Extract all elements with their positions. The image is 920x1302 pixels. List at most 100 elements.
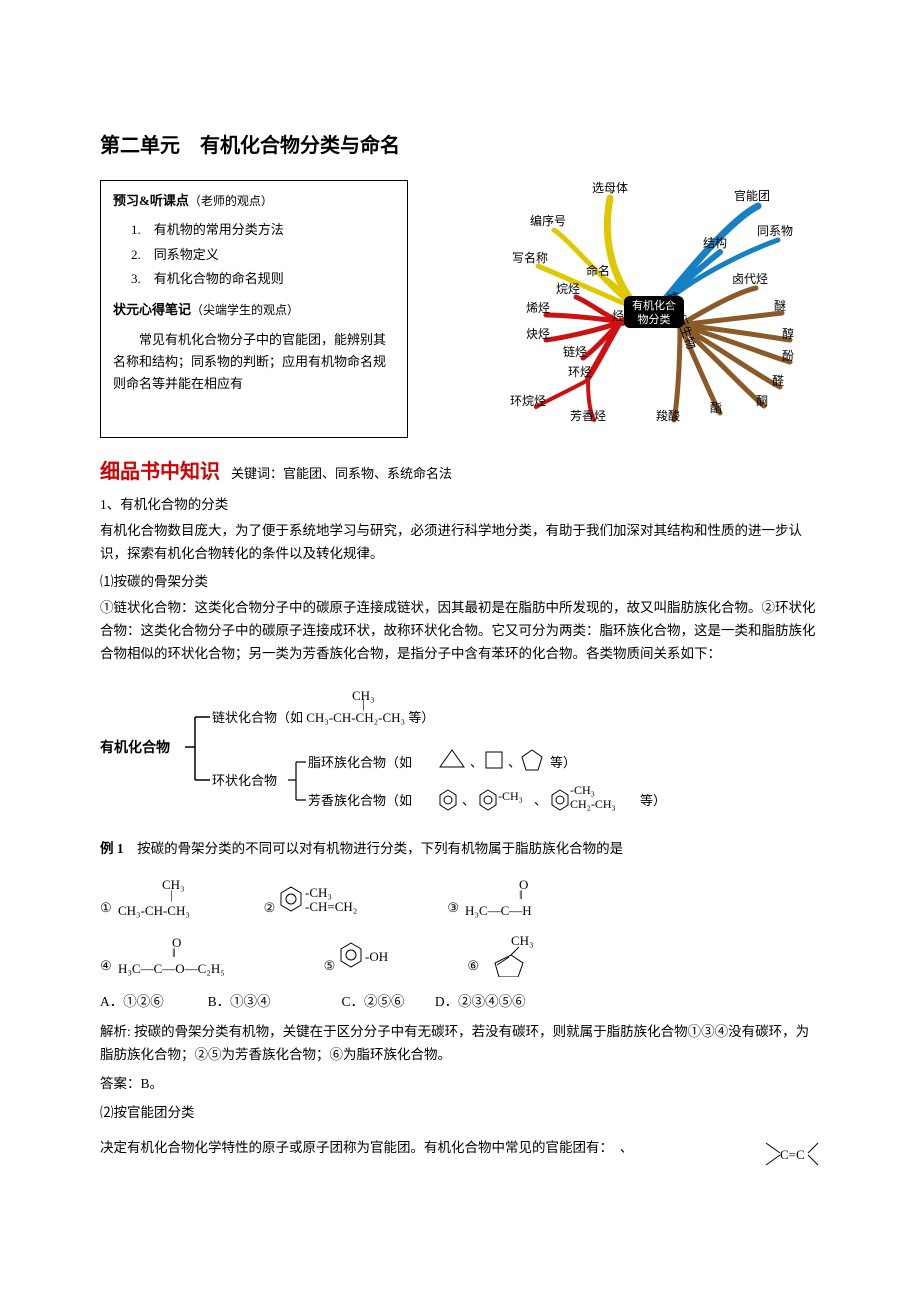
heading1-text: 预习&听课点 — [113, 193, 189, 208]
tree-chain-bar: | — [362, 696, 365, 711]
svg-text:H₃C—C—O—C₂H₅: H₃C—C—O—C₂H₅ — [118, 961, 225, 976]
box-heading-1: 预习&听课点（老师的观点） — [113, 191, 395, 212]
circ-5: ⑤ — [324, 956, 336, 977]
unit-title: 第二单元 有机化合物分类与命名 — [100, 130, 820, 162]
svg-text:结构: 结构 — [703, 235, 727, 250]
tree-ring-a: 脂环族化合物（如 — [308, 755, 412, 770]
svg-text:‖: ‖ — [519, 887, 523, 902]
svg-text:醇: 醇 — [782, 326, 794, 341]
sep: 、 — [470, 755, 483, 770]
tree-ring-b: 芳香族化合物（如 — [308, 793, 412, 808]
formula-1: ① CH₃ | CH₃-CH-CH₃ — [100, 875, 224, 919]
svg-text:炔烃: 炔烃 — [526, 327, 550, 341]
list-item: 1. 有机物的常用分类方法 — [131, 220, 395, 241]
formula-4-svg: O ‖ H₃C—C—O—C₂H₅ — [114, 933, 284, 977]
circ-4: ④ — [100, 956, 112, 977]
heading2-text: 状元心得笔记 — [113, 302, 191, 317]
tree-chain: 链状化合物（如 CH₃-CH-CH₂-CH₃ 等） — [212, 710, 434, 725]
svg-text:写名称: 写名称 — [512, 250, 548, 265]
svg-text:H₃C—C—H: H₃C—C—H — [465, 903, 532, 918]
svg-text:命名: 命名 — [586, 263, 610, 278]
svg-text:烷烃: 烷烃 — [556, 282, 580, 296]
ans-label: 答案： — [100, 1076, 141, 1091]
tree-root: 有机化合物 — [100, 739, 170, 756]
opt-b: B．①③④ — [208, 994, 271, 1009]
svg-text:酯: 酯 — [710, 401, 722, 415]
mindmap-diagram: 有机化合 物分类 选母体编序号写名称命名官能团结构同系物烷烃烯烃炔烃链烃烃环烃环… — [420, 180, 820, 438]
opt-d: D．②③④⑤⑥ — [435, 994, 526, 1009]
mindmap-center-2: 物分类 — [638, 312, 671, 326]
keywords: 关键词：官能团、同系物、系统命名法 — [231, 466, 452, 481]
list-item-text: 同系物定义 — [154, 247, 219, 262]
svg-text:编序号: 编序号 — [530, 213, 566, 228]
heading1-paren: （老师的观点） — [189, 194, 273, 208]
svg-text:|: | — [170, 887, 173, 902]
sep: 、 — [462, 793, 475, 808]
list-item: 3. 有机化合物的命名规则 — [131, 269, 395, 290]
svg-text:C=C: C=C — [780, 1147, 805, 1162]
opt-a: A．①②⑥ — [100, 994, 164, 1009]
example-q: 按碳的骨架分类的不同可以对有机物进行分类，下列有机物属于脂肪族化合物的是 — [137, 841, 623, 856]
tree-ring: 环状化合物 — [212, 773, 277, 788]
p1-head: 1、有机化合物的分类 — [100, 494, 820, 516]
benzene-2 — [480, 790, 496, 810]
p2-head: ⑴按碳的骨架分类 — [100, 571, 820, 593]
top-row: 预习&听课点（老师的观点） 1. 有机物的常用分类方法 2. 同系物定义 3. … — [100, 180, 820, 438]
opt-c: C．②⑤⑥ — [342, 994, 405, 1009]
svg-text:烯烃: 烯烃 — [526, 301, 550, 315]
svg-text:CH₃: CH₃ — [162, 877, 185, 892]
circ-2: ② — [264, 898, 276, 919]
benzene-1 — [440, 790, 456, 810]
circ-1: ① — [100, 898, 112, 919]
benzene-3 — [552, 790, 568, 810]
box-heading-2: 状元心得笔记（尖端学生的观点） — [113, 300, 395, 321]
circ-6: ⑥ — [467, 956, 479, 977]
list-item-text: 有机化合物的命名规则 — [154, 271, 284, 286]
tree-ring-b-end: 等） — [640, 793, 666, 808]
kw-label: 关键词： — [231, 466, 283, 481]
formula-5: ⑤ -OH — [324, 937, 428, 977]
p3: C=C 决定有机化合物化学特性的原子或原子团称为官能团。有机化合物中常见的官能团… — [100, 1137, 820, 1160]
formula-5-svg: -OH — [337, 937, 427, 977]
svg-text:醛: 醛 — [772, 373, 784, 388]
svg-text:-CH₃: -CH₃ — [305, 885, 332, 900]
p1: 有机化合物数目庞大，为了便于系统地学习与研究，必须进行科学地分类，有助于我们加深… — [100, 520, 820, 566]
formula-6: ⑥ CH₃ — [467, 933, 561, 977]
list-item-text: 有机物的常用分类方法 — [154, 222, 284, 237]
answer-options: A．①②⑥ B．①③④ C．②⑤⑥ D．②③④⑤⑥ — [100, 991, 820, 1013]
p2: ①链状化合物：这类化合物分子中的碳原子连接成链状，因其最初是在脂肪中所发现的，故… — [100, 597, 820, 666]
svg-text:CH₃-CH-CH₃: CH₃-CH-CH₃ — [118, 903, 190, 918]
formula-3-svg: O ‖ H₃C—C—H — [461, 875, 571, 919]
tree-svg: 有机化合物 CH₃ | 链状化合物（如 CH₃-CH-CH₂-CH₃ 等） 环状… — [100, 682, 820, 812]
mindmap-container: 有机化合 物分类 选母体编序号写名称命名官能团结构同系物烷烃烯烃炔烃链烃烃环烃环… — [420, 180, 820, 438]
svg-text:同系物: 同系物 — [757, 224, 793, 238]
formula-2-svg: -CH₃ -CH=CH₂ — [277, 875, 407, 919]
formula-row-1: ① CH₃ | CH₃-CH-CH₃ ② -CH₃ -CH=CH₂ ③ O ‖ … — [100, 875, 820, 919]
explain-text: 按碳的骨架分类有机物，关键在于区分分子中有无碳环，若没有碳环，则就属于脂肪族化合… — [100, 1024, 809, 1062]
svg-text:卤代烃: 卤代烃 — [732, 272, 768, 286]
svg-text:-CH=CH₂: -CH=CH₂ — [305, 899, 357, 914]
heading2-paren: （尖端学生的观点） — [191, 303, 299, 317]
svg-text:-OH: -OH — [365, 949, 388, 964]
svg-text:烃: 烃 — [612, 309, 624, 323]
ans-text: B。 — [141, 1076, 164, 1091]
svg-text:芳香烃: 芳香烃 — [570, 409, 606, 423]
svg-text:酚: 酚 — [782, 349, 794, 363]
sep: 、 — [508, 755, 521, 770]
box-para: 常见有机化合物分子中的官能团，能辨别其名称和结构；同系物的判断；应用有机物命名规… — [113, 329, 395, 395]
p3-head: ⑵按官能团分类 — [100, 1102, 820, 1124]
preview-list: 1. 有机物的常用分类方法 2. 同系物定义 3. 有机化合物的命名规则 — [131, 220, 395, 290]
formula-4: ④ O ‖ H₃C—C—O—C₂H₅ — [100, 933, 284, 977]
svg-text:选母体: 选母体 — [592, 181, 628, 195]
formula-row-2: ④ O ‖ H₃C—C—O—C₂H₅ ⑤ -OH ⑥ CH₃ — [100, 933, 820, 977]
sep: 、 — [534, 793, 547, 808]
example-1: 例 1 按碳的骨架分类的不同可以对有机物进行分类，下列有机物属于脂肪族化合物的是 — [100, 838, 820, 861]
preview-box: 预习&听课点（老师的观点） 1. 有机物的常用分类方法 2. 同系物定义 3. … — [100, 180, 408, 438]
formula-1-svg: CH₃ | CH₃-CH-CH₃ — [114, 875, 224, 919]
explain-label: 解析: — [100, 1024, 131, 1039]
explanation: 解析: 按碳的骨架分类有机物，关键在于区分分子中有无碳环，若没有碳环，则就属于脂… — [100, 1021, 820, 1067]
list-item: 2. 同系物定义 — [131, 245, 395, 266]
svg-text:环烷烃: 环烷烃 — [510, 394, 546, 408]
svg-text:环烃: 环烃 — [568, 365, 592, 379]
cc-double-bond-icon: C=C — [760, 1137, 820, 1173]
